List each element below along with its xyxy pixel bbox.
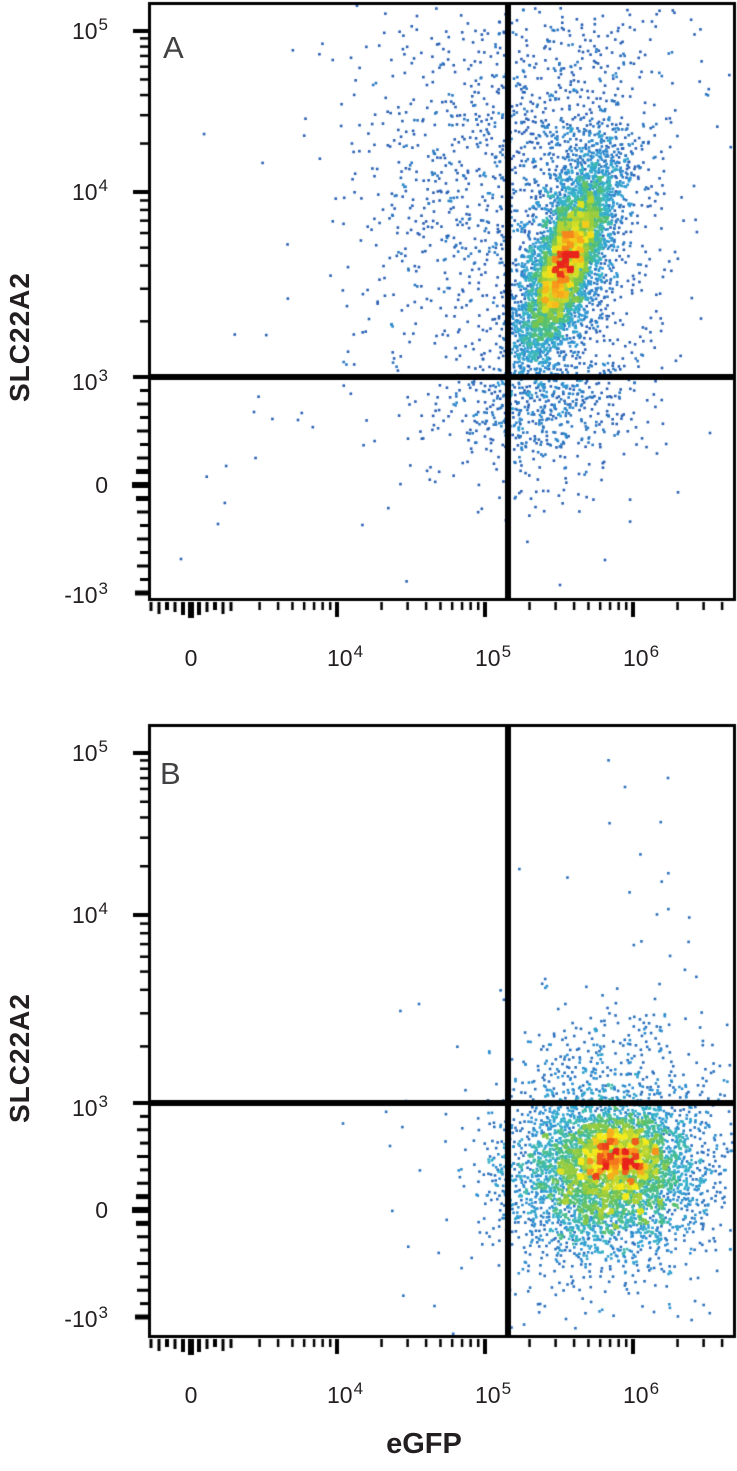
y-tick-label: 103 [71, 1092, 108, 1121]
panel-b-label: B [160, 756, 181, 791]
y-axis-title-panel-b: SLC22A2 [4, 993, 35, 1123]
y-tick-label: 0 [95, 1197, 108, 1223]
x-tick-label: 105 [474, 1379, 512, 1408]
x-tick-label: 104 [326, 1379, 364, 1408]
y-tick-label: 104 [71, 899, 108, 928]
y-tick-label: 105 [71, 737, 108, 766]
x-tick-label: 0 [184, 645, 198, 671]
y-tick-label: -103 [64, 1303, 108, 1332]
panel-a-label: A [163, 30, 184, 65]
x-tick-label: 104 [326, 642, 364, 671]
y-tick-label: 0 [95, 472, 108, 498]
x-tick-label: 106 [622, 1379, 660, 1408]
x-tick-label: 105 [474, 642, 512, 671]
x-axis-title: eGFP [386, 1428, 462, 1460]
y-tick-label: 105 [71, 15, 108, 44]
y-tick-label: -103 [64, 579, 108, 608]
y-axis-title-panel-a: SLC22A2 [4, 272, 35, 402]
y-tick-label: 104 [71, 176, 108, 205]
y-tick-label: 103 [71, 366, 108, 395]
x-tick-label: 106 [622, 642, 660, 671]
x-tick-label: 0 [184, 1382, 198, 1408]
